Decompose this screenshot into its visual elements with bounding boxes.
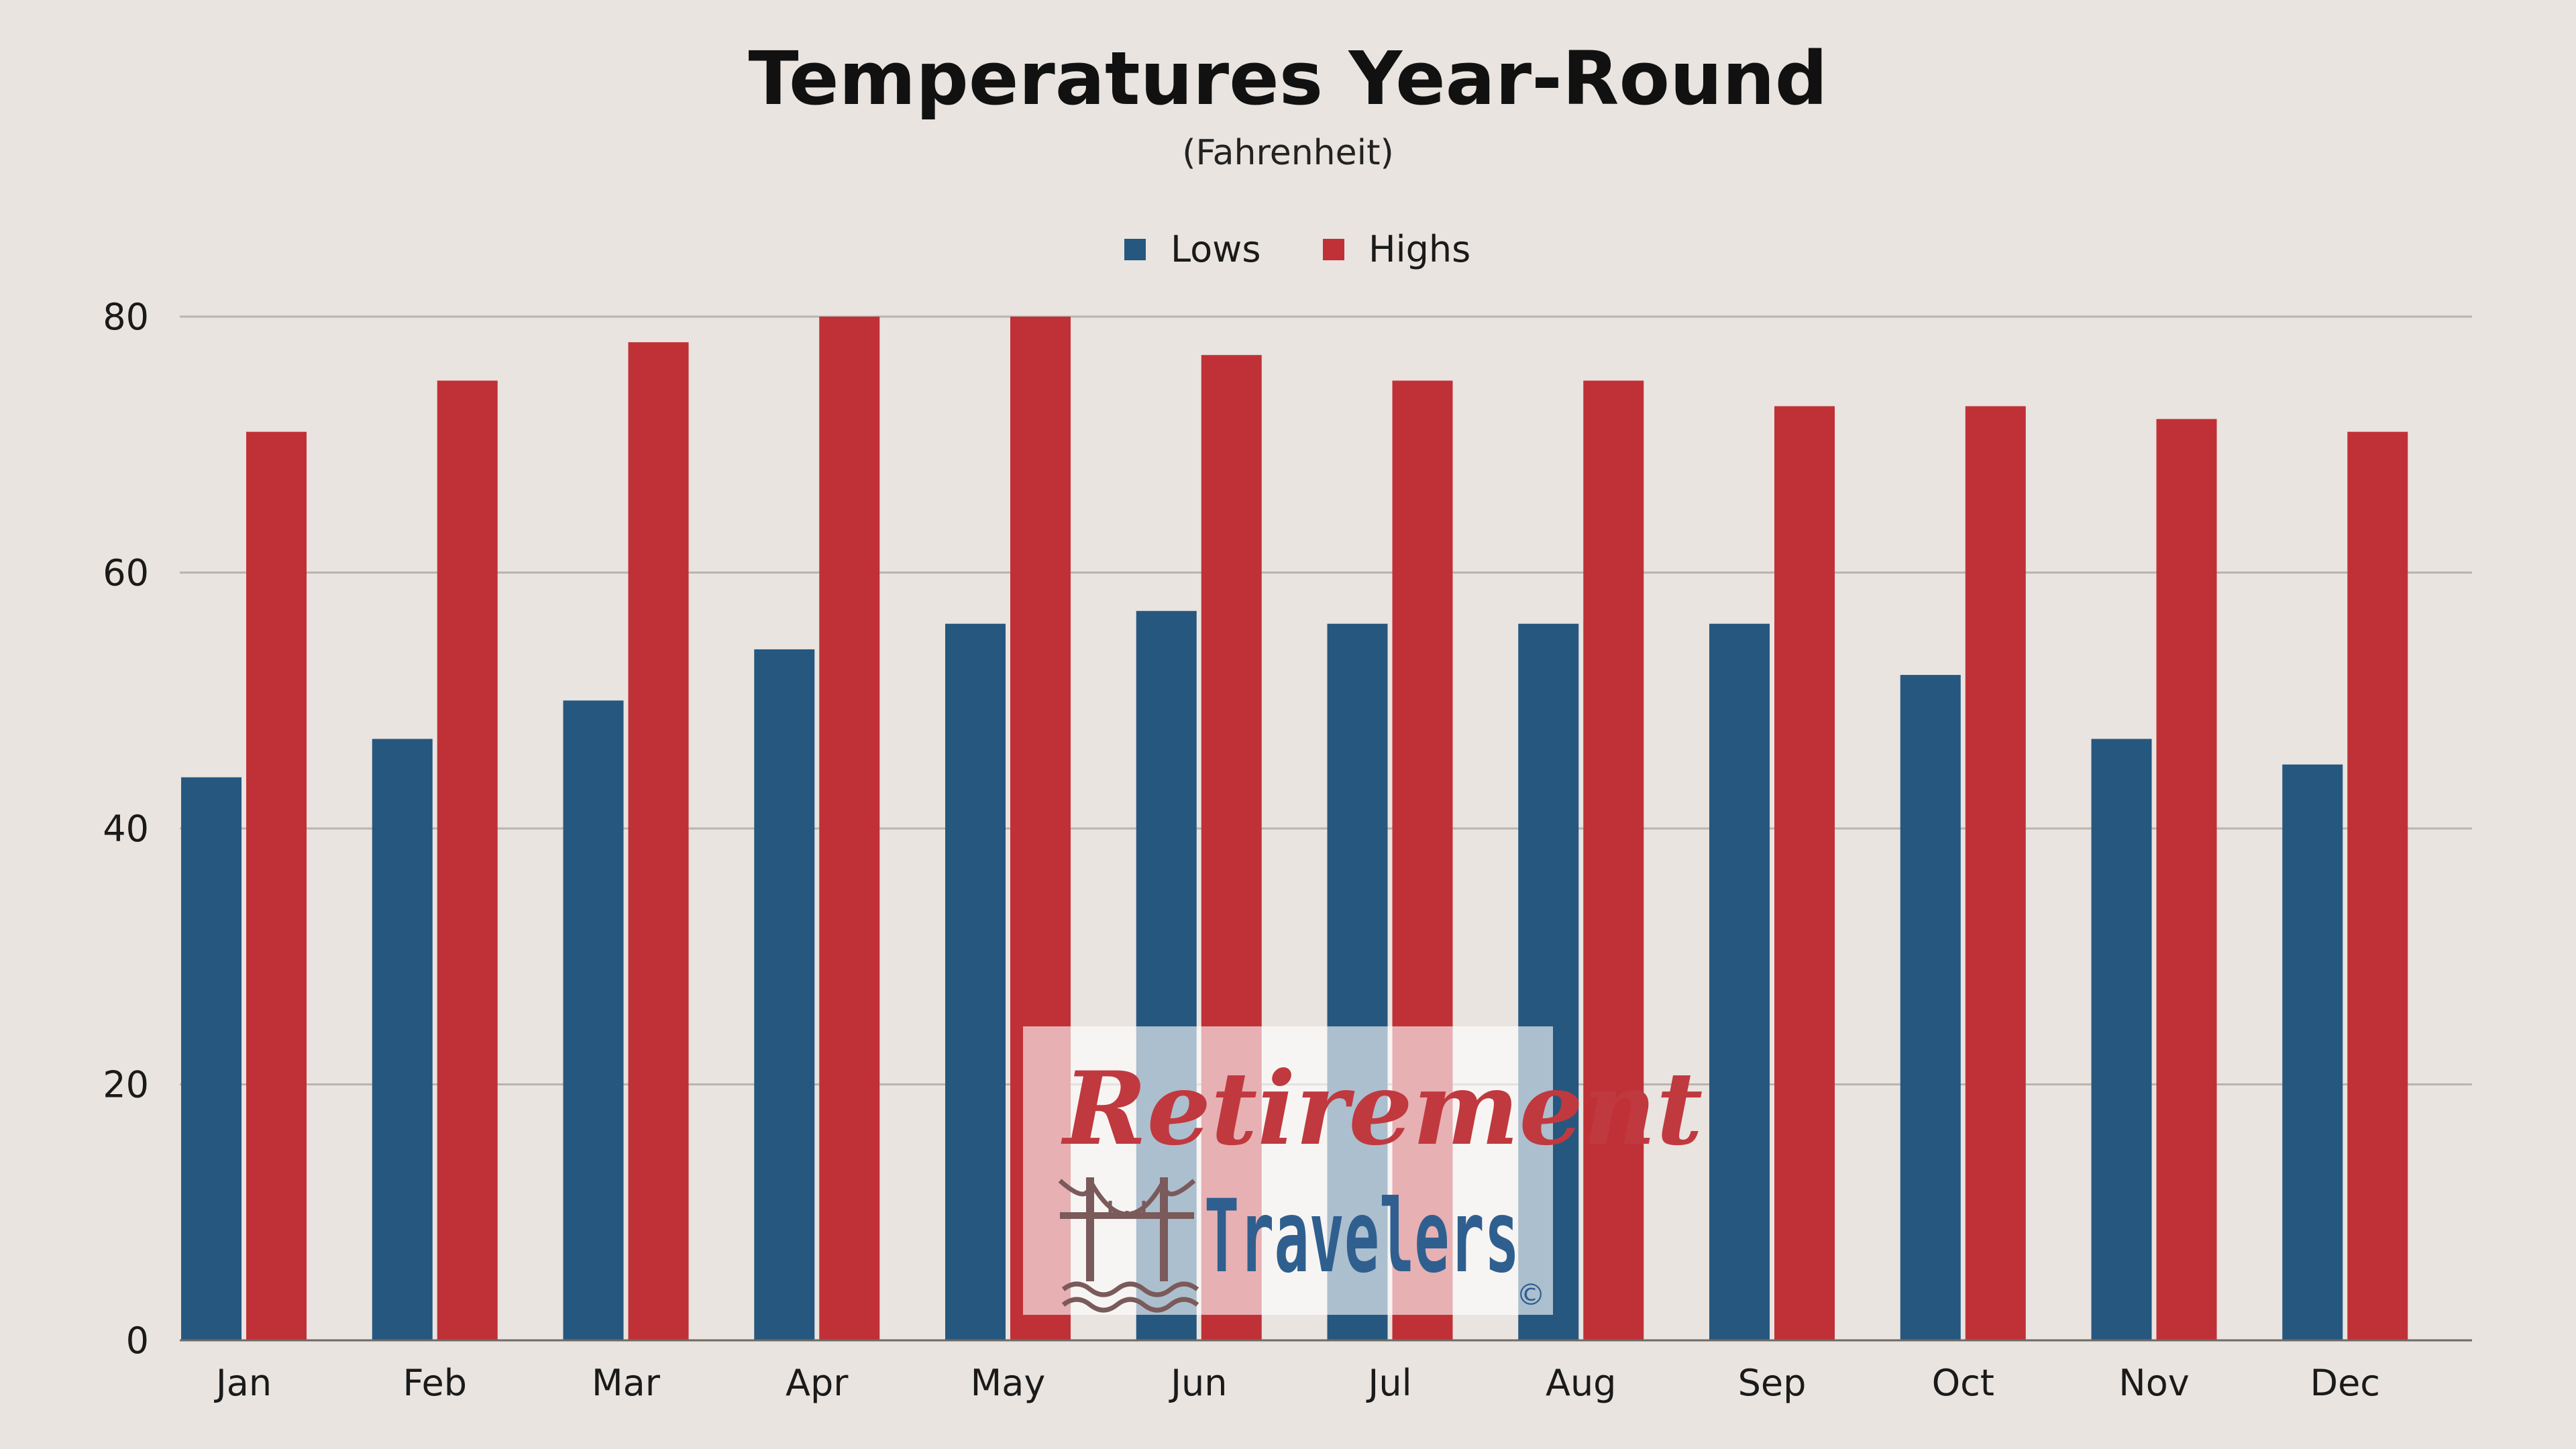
bar-lows-feb [372, 739, 433, 1340]
x-tick-label: May [971, 1362, 1046, 1404]
y-tick-label: 0 [126, 1320, 149, 1362]
watermark-title: Retirement [1061, 1050, 1703, 1168]
y-tick-label: 20 [103, 1064, 149, 1106]
x-axis: Jan Feb Mar Apr May Jun Jul Aug Sep Oct Nov Dec [180, 1339, 2472, 1404]
bar-lows-dec [2282, 764, 2343, 1340]
bar-highs-aug [1583, 380, 1644, 1340]
bar-highs-nov [2156, 419, 2217, 1340]
x-tick-label: Jul [1366, 1362, 1411, 1404]
x-tick-label: Mar [592, 1362, 661, 1404]
bar-highs-feb [437, 380, 498, 1340]
bar-highs-mar [628, 342, 689, 1340]
legend-label-highs: Highs [1368, 228, 1470, 270]
x-tick-label: Sep [1738, 1362, 1807, 1404]
legend: Lows Highs [1124, 228, 1470, 270]
legend-swatch-lows [1124, 239, 1146, 260]
bar-highs-jan [246, 431, 307, 1340]
y-tick-label: 40 [103, 808, 149, 850]
watermark-panel [1023, 1026, 1553, 1315]
chart-title: Temperatures Year-Round [749, 36, 1828, 121]
watermark-logo: Retirement Travelers © [1023, 1026, 1703, 1315]
bar-lows-may [945, 623, 1006, 1340]
bridge-icon [1058, 1177, 1199, 1313]
bar-highs-sep [1774, 406, 1835, 1340]
legend-label-lows: Lows [1171, 228, 1260, 270]
bar-lows-nov [2091, 739, 2152, 1340]
y-tick-label: 60 [103, 552, 149, 594]
chart-subtitle: (Fahrenheit) [1182, 133, 1394, 173]
x-tick-label: Jan [214, 1362, 272, 1404]
x-tick-label: Apr [786, 1362, 849, 1404]
watermark-subtitle: Travelers [1204, 1179, 1519, 1295]
x-tick-label: Oct [1932, 1362, 1994, 1404]
bar-lows-oct [1900, 675, 1961, 1340]
x-tick-label: Feb [402, 1362, 467, 1404]
bar-highs-oct [1965, 406, 2026, 1340]
copyright-symbol: © [1516, 1278, 1546, 1312]
bar-lows-mar [563, 700, 624, 1340]
x-tick-label: Dec [2310, 1362, 2381, 1404]
y-axis: 0 20 40 60 80 [103, 296, 149, 1362]
bar-highs-apr [819, 317, 880, 1340]
bar-lows-apr [754, 649, 815, 1341]
bar-lows-jan [181, 777, 241, 1340]
x-tick-label: Aug [1546, 1362, 1616, 1404]
legend-swatch-highs [1323, 239, 1344, 260]
bar-lows-sep [1709, 623, 1770, 1340]
bar-highs-dec [2347, 431, 2408, 1340]
y-tick-label: 80 [103, 296, 149, 338]
x-tick-label: Jun [1169, 1362, 1227, 1404]
x-tick-label: Nov [2118, 1362, 2189, 1404]
